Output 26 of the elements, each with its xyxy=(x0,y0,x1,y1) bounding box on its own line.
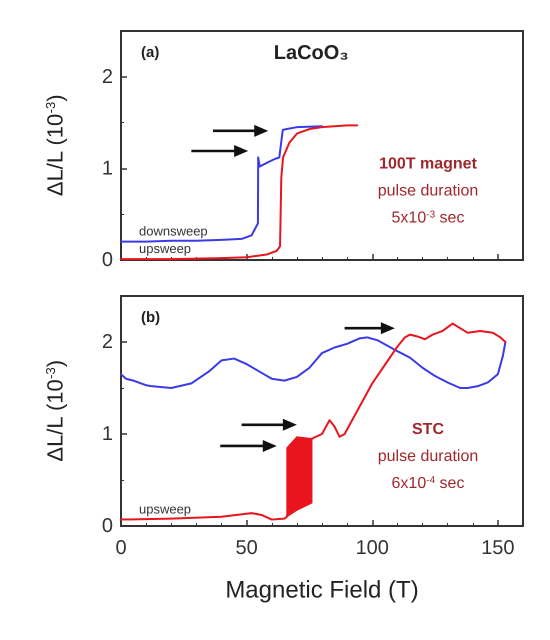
annotation: 100T magnet xyxy=(379,155,478,172)
line-series xyxy=(120,336,506,389)
x-tick-label: 0 xyxy=(115,537,127,559)
annotation: STC xyxy=(412,420,444,438)
series-label: downsweep xyxy=(139,224,208,239)
x-axis-title: Magnetic Field (T) xyxy=(225,576,419,604)
y-tick-label: 2 xyxy=(102,331,113,353)
y-tick-label: 1 xyxy=(102,157,113,180)
annotation: (a) xyxy=(141,44,160,61)
y-tick-label: 0 xyxy=(102,515,113,537)
annotation: pulse duration xyxy=(378,448,478,465)
y-axis-title: ΔL/L (10-3) xyxy=(42,360,68,462)
y-tick-label: 2 xyxy=(102,66,113,88)
line-series xyxy=(120,124,358,260)
x-tick-label: 150 xyxy=(481,537,515,559)
y-axis-title: ΔL/L (10-3) xyxy=(42,94,68,196)
x-tick-label: 50 xyxy=(236,537,258,559)
text: LaCoO₃ xyxy=(274,42,349,64)
x-tick-label: 100 xyxy=(356,537,389,559)
y-tick-label: 0 xyxy=(102,249,113,271)
line-series xyxy=(120,125,323,243)
annotation: pulse duration xyxy=(378,182,478,200)
annotation: (b) xyxy=(141,309,160,326)
series-label: upsweep xyxy=(139,502,192,517)
series-label: upsweep xyxy=(139,241,192,256)
y-tick-label: 1 xyxy=(102,423,113,445)
